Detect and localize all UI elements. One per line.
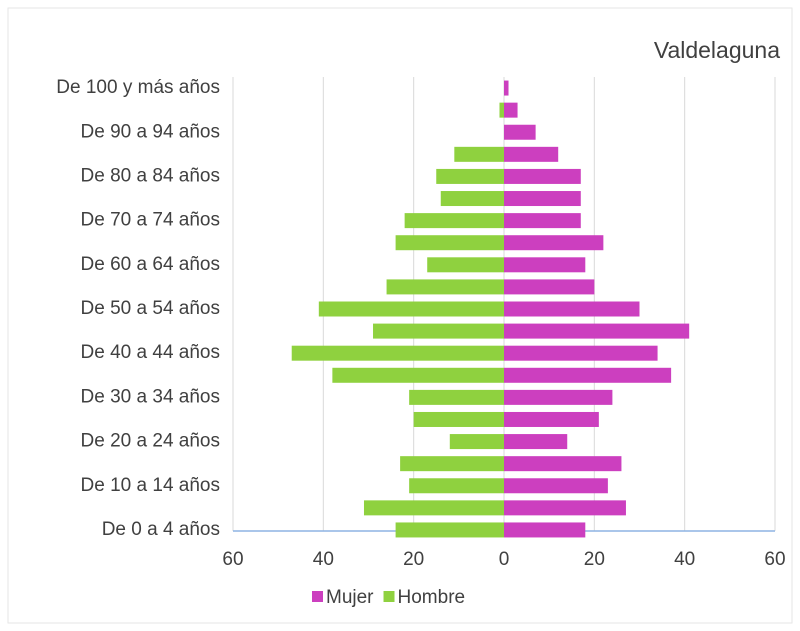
bar <box>413 411 504 427</box>
bar <box>373 323 504 339</box>
bar <box>504 389 613 405</box>
x-tick-label: 40 <box>313 549 334 570</box>
bar <box>504 367 672 383</box>
x-tick-label: 40 <box>674 549 695 570</box>
bar <box>504 456 622 472</box>
bar <box>454 146 504 162</box>
bar <box>504 235 604 251</box>
y-tick-label: De 0 a 4 años <box>102 519 220 540</box>
y-tick-label: De 100 y más años <box>56 77 220 98</box>
bar <box>504 124 536 140</box>
x-tick-label: 20 <box>584 549 605 570</box>
y-tick-label: De 40 a 44 años <box>81 342 220 363</box>
legend-label: Mujer <box>326 587 374 608</box>
legend-swatch <box>312 591 323 602</box>
bar <box>504 168 581 184</box>
y-tick-label: De 20 a 24 años <box>81 431 220 452</box>
x-tick-label: 60 <box>764 549 785 570</box>
bar <box>404 213 504 229</box>
bar <box>504 80 509 96</box>
bar <box>440 191 504 207</box>
y-tick-label: De 30 a 34 años <box>81 386 220 407</box>
x-tick-label: 0 <box>499 549 510 570</box>
y-tick-label: De 70 a 74 años <box>81 210 220 231</box>
bar <box>427 257 504 273</box>
legend-swatch <box>383 591 395 602</box>
bar <box>409 478 504 494</box>
bar <box>504 500 626 516</box>
bar <box>363 500 504 516</box>
bar <box>449 434 504 450</box>
y-tick-label: De 10 a 14 años <box>81 475 220 496</box>
y-tick-label: De 60 a 64 años <box>81 254 220 275</box>
bar <box>504 411 599 427</box>
bar <box>504 478 608 494</box>
bar <box>386 279 504 295</box>
bar <box>436 168 504 184</box>
bar <box>395 235 504 251</box>
bar <box>291 345 504 361</box>
bar <box>504 257 586 273</box>
y-tick-label: De 80 a 84 años <box>81 165 220 186</box>
bar <box>504 323 690 339</box>
chart-title: Valdelaguna <box>654 37 780 63</box>
legend-label: Hombre <box>398 587 466 608</box>
bar <box>504 146 559 162</box>
bar <box>400 456 504 472</box>
bar <box>504 301 640 317</box>
bar <box>318 301 504 317</box>
bar <box>332 367 504 383</box>
bar <box>504 522 586 538</box>
bar <box>504 279 595 295</box>
y-tick-label: De 50 a 54 años <box>81 298 220 319</box>
y-tick-label: De 90 a 94 años <box>81 121 220 142</box>
bar <box>395 522 504 538</box>
bar <box>504 191 581 207</box>
bar <box>504 213 581 229</box>
bar <box>499 102 504 118</box>
bar <box>409 389 504 405</box>
bar <box>504 345 658 361</box>
x-tick-label: 20 <box>403 549 424 570</box>
x-tick-label: 60 <box>222 549 243 570</box>
bar <box>504 434 568 450</box>
bar <box>504 102 518 118</box>
